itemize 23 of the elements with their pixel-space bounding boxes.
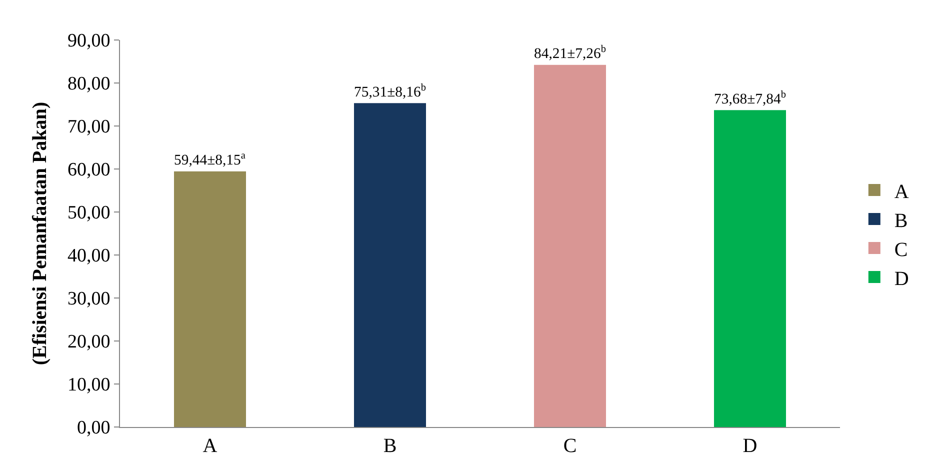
y-tick-label: 80,00 bbox=[67, 74, 110, 95]
y-tick-label: 20,00 bbox=[67, 332, 110, 353]
y-tick-label: 0,00 bbox=[76, 418, 110, 439]
data-label: 84,21±7,26$^{b}$ bbox=[534, 44, 606, 62]
x-tick-label: B bbox=[383, 435, 397, 457]
x-tick-label: D bbox=[742, 435, 758, 457]
x-tick-label: A bbox=[202, 435, 218, 457]
x-tick-label: C bbox=[563, 435, 577, 457]
legend-label: A bbox=[894, 180, 910, 203]
legend-label: B bbox=[894, 210, 908, 232]
data-label: 75,31±8,16$^{b}$ bbox=[354, 82, 426, 100]
y-tick-label: 30,00 bbox=[67, 288, 110, 310]
y-tick-label: 10,00 bbox=[67, 374, 110, 396]
legend-label: C bbox=[894, 238, 908, 261]
data-label: 59,44±8,15$^{a}$ bbox=[174, 150, 246, 169]
y-tick-label: 40,00 bbox=[67, 246, 110, 267]
y-tick-label: 60,00 bbox=[67, 160, 110, 181]
data-label: 73,68±7,84$^{b}$ bbox=[714, 89, 786, 108]
y-tick-label: 70,00 bbox=[67, 116, 110, 138]
y-axis-title: (Efisiensi Pemanfaatan Pakan) bbox=[28, 102, 51, 366]
y-tick-label: 50,00 bbox=[67, 202, 110, 224]
legend-label: D bbox=[894, 268, 909, 290]
y-tick-label: 90,00 bbox=[67, 30, 110, 52]
